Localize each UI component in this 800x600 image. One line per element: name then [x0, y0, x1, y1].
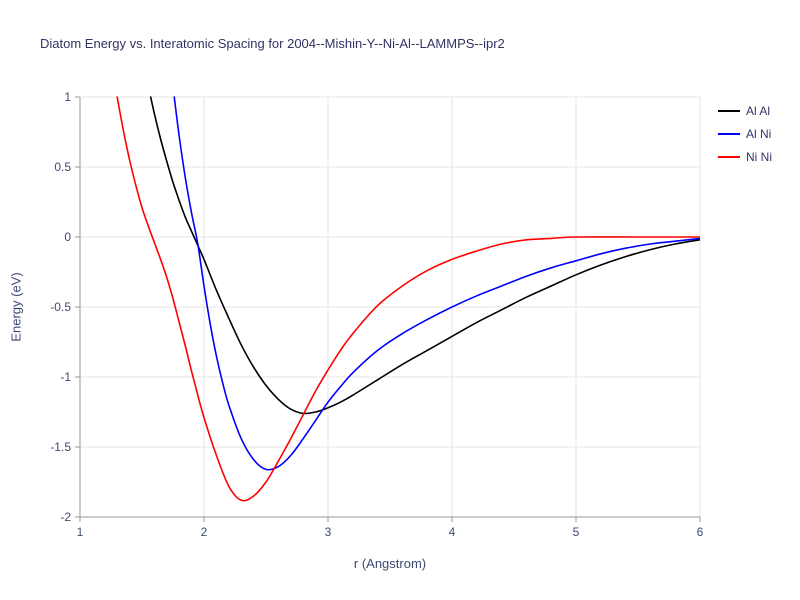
y-tick-label: 0 [64, 230, 71, 244]
legend-line-swatch [718, 110, 740, 112]
series-line-ni-ni [116, 96, 700, 502]
legend-item-al-al[interactable]: Al Al [718, 104, 772, 118]
y-tick-label: -0.5 [50, 300, 71, 314]
y-tick-label: -1 [60, 370, 71, 384]
legend-item-al-ni[interactable]: Al Ni [718, 127, 772, 141]
y-tick-label: 0.5 [54, 160, 71, 174]
y-tick-label: -1.5 [50, 440, 71, 454]
series-group [116, 96, 700, 502]
legend-label: Ni Ni [746, 150, 772, 164]
legend-line-swatch [718, 133, 740, 135]
y-tick-label: 1 [64, 90, 71, 104]
x-tick-label: 3 [325, 525, 332, 539]
x-tick-label: 1 [77, 525, 84, 539]
legend-item-ni-ni[interactable]: Ni Ni [718, 150, 772, 164]
gridlines [79, 96, 701, 518]
x-tick-label: 4 [449, 525, 456, 539]
x-tick-label: 6 [697, 525, 704, 539]
legend: Al Al Al Ni Ni Ni [718, 104, 772, 173]
x-axis-label: r (Angstrom) [353, 556, 427, 571]
y-axis-label: Energy (eV) [8, 272, 24, 342]
chart-title: Diatom Energy vs. Interatomic Spacing fo… [40, 36, 505, 51]
y-tick-label: -2 [60, 510, 71, 524]
series-line-al-al [149, 96, 700, 415]
legend-line-swatch [718, 156, 740, 158]
x-tick-label: 5 [573, 525, 580, 539]
legend-label: Al Ni [746, 127, 772, 141]
axes: 1 2 3 4 5 6 -2 -1.5 -1 -0.5 0 0.5 1 [50, 90, 703, 539]
legend-label: Al Al [746, 104, 771, 118]
x-tick-label: 2 [201, 525, 208, 539]
series-line-al-ni [173, 96, 700, 471]
